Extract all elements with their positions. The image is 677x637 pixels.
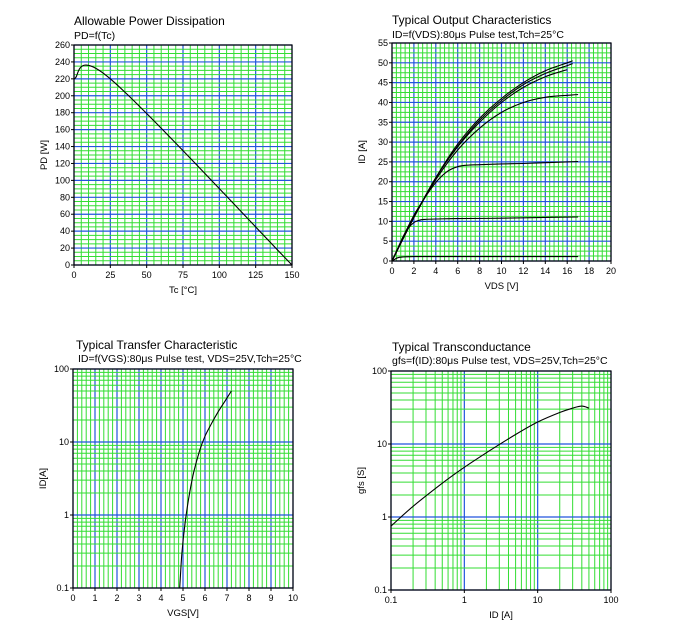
y-axis-label: PD [W] — [39, 140, 50, 170]
y-tick-label: 1 — [64, 510, 69, 520]
x-tick-label: 0 — [389, 266, 394, 276]
y-tick-label: 10 — [378, 216, 388, 226]
y-tick-label: 80 — [60, 192, 70, 202]
y-tick-label: 20 — [60, 243, 70, 253]
x-tick-label: 18 — [584, 266, 594, 276]
x-tick-label: 14 — [540, 266, 550, 276]
x-tick-label: 0.1 — [385, 595, 398, 605]
x-tick-label: 0 — [70, 593, 75, 603]
x-tick-label: 10 — [533, 595, 543, 605]
chart-3: 0 1 2 3 4 5 6 7 8 9 10 0.1 1 10 100 VGS[V] ID[A] — [38, 364, 298, 619]
y-tick-label: 0.1 — [56, 583, 69, 593]
y-axis-label: gfs [S] — [356, 467, 367, 494]
x-tick-label: 10 — [288, 593, 298, 603]
chart-1: 0 25 50 75 100 125 150 0 20 40 60 80 100 120 140 160 180… — [39, 40, 300, 296]
y-tick-label: 50 — [378, 58, 388, 68]
x-tick-label: 6 — [455, 266, 460, 276]
x-tick-label: 75 — [178, 270, 188, 280]
y-tick-label: 60 — [60, 209, 70, 219]
y-axis-label: ID [A] — [357, 140, 368, 164]
y-tick-label: 180 — [55, 108, 70, 118]
x-tick-label: 20 — [606, 266, 616, 276]
x-tick-label: 25 — [105, 270, 115, 280]
x-tick-label: 8 — [246, 593, 251, 603]
y-tick-label: 100 — [54, 364, 69, 374]
x-tick-label: 3 — [136, 593, 141, 603]
y-tick-label: 100 — [372, 366, 387, 376]
y-tick-label: 5 — [383, 236, 388, 246]
y-tick-label: 0 — [65, 260, 70, 270]
x-tick-label: 2 — [411, 266, 416, 276]
y-tick-label: 30 — [378, 137, 388, 147]
x-axis-label: ID [A] — [489, 610, 513, 621]
x-tick-label: 2 — [114, 593, 119, 603]
y-tick-label: 35 — [378, 117, 388, 127]
x-tick-label: 5 — [180, 593, 185, 603]
chart-2: 0 2 4 6 8 10 12 14 16 18 20 0 5 10 15 20 25 30 35 40 45 50 55 V… — [357, 38, 616, 292]
y-tick-label: 40 — [378, 97, 388, 107]
plot-frame — [391, 371, 611, 590]
x-tick-label: 8 — [477, 266, 482, 276]
charts-canvas: 0 25 50 75 100 125 150020406080100120140160180… — [0, 0, 677, 637]
grid — [392, 43, 611, 261]
y-tick-label: 120 — [55, 158, 70, 168]
x-axis-label: VDS [V] — [485, 281, 519, 292]
grid — [74, 45, 292, 265]
x-tick-label: 7 — [224, 593, 229, 603]
y-tick-label: 0 — [383, 256, 388, 266]
x-tick-label: 12 — [518, 266, 528, 276]
x-tick-label: 150 — [284, 270, 299, 280]
x-tick-label: 10 — [496, 266, 506, 276]
series-line-vgs5.5v — [392, 257, 578, 261]
y-tick-label: 240 — [55, 57, 70, 67]
x-tick-label: 16 — [562, 266, 572, 276]
y-tick-label: 160 — [55, 125, 70, 135]
chart-4: 0.1 1 10 100 0.1 1 10 100 ID [A] gfs [S] — [356, 366, 619, 621]
x-tick-label: 1 — [462, 595, 467, 605]
y-tick-label: 45 — [378, 78, 388, 88]
x-tick-label: 4 — [433, 266, 438, 276]
x-tick-label: 100 — [603, 595, 618, 605]
y-tick-label: 140 — [55, 142, 70, 152]
y-tick-label: 15 — [378, 197, 388, 207]
y-tick-label: 20 — [378, 177, 388, 187]
x-tick-label: 50 — [142, 270, 152, 280]
y-tick-label: 100 — [55, 175, 70, 185]
x-axis-label: Tc [°C] — [169, 285, 197, 296]
y-tick-label: 260 — [55, 40, 70, 50]
x-tick-label: 0 — [71, 270, 76, 280]
y-tick-label: 25 — [378, 157, 388, 167]
y-tick-label: 0.1 — [374, 585, 387, 595]
x-tick-label: 100 — [212, 270, 227, 280]
grid — [73, 369, 293, 588]
x-tick-label: 125 — [248, 270, 263, 280]
x-tick-label: 4 — [158, 593, 163, 603]
x-tick-label: 6 — [202, 593, 207, 603]
y-tick-label: 55 — [378, 38, 388, 48]
x-axis-label: VGS[V] — [167, 608, 199, 619]
y-tick-label: 220 — [55, 74, 70, 84]
series-line-6.0v — [392, 217, 578, 261]
grid — [391, 371, 611, 590]
y-tick-label: 200 — [55, 91, 70, 101]
y-tick-label: 10 — [377, 439, 387, 449]
y-tick-label: 10 — [59, 437, 69, 447]
y-tick-label: 40 — [60, 226, 70, 236]
y-axis-label: ID[A] — [38, 468, 49, 489]
x-tick-label: 9 — [268, 593, 273, 603]
x-tick-label: 1 — [92, 593, 97, 603]
y-tick-label: 1 — [382, 512, 387, 522]
